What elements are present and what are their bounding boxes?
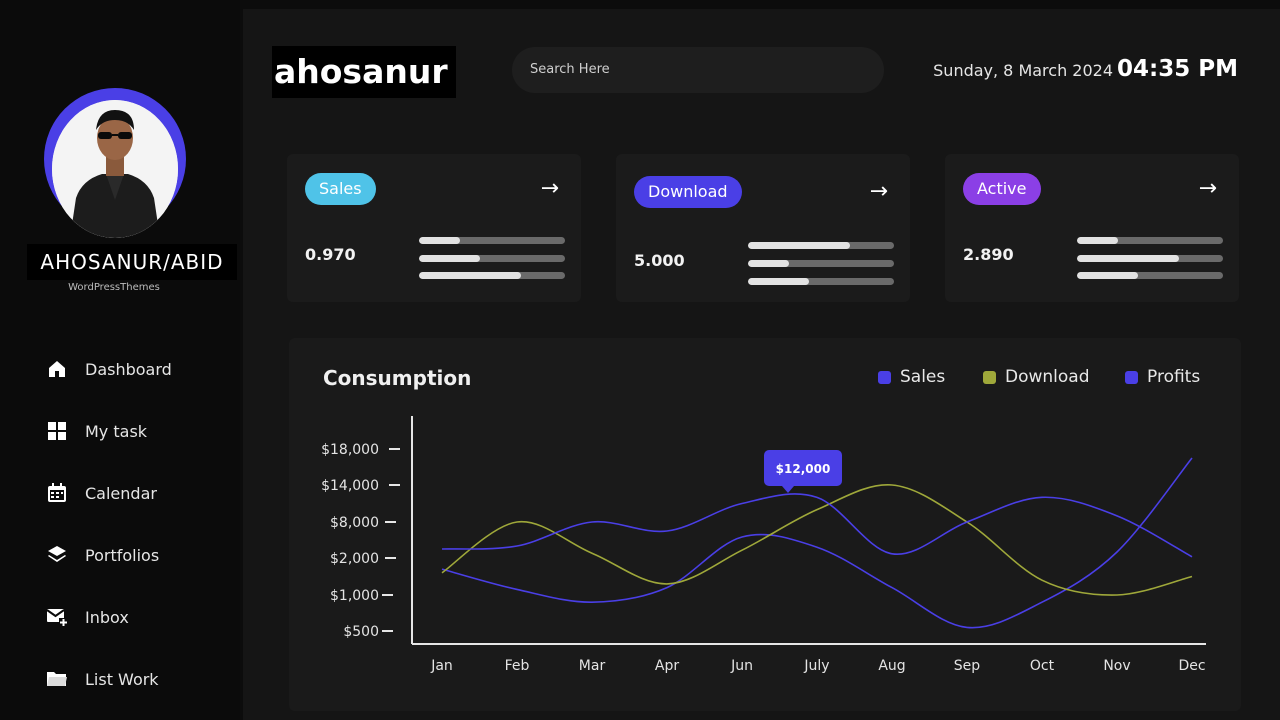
x-tick-label: Nov bbox=[1103, 658, 1130, 674]
progress-bar bbox=[419, 255, 565, 262]
x-tick-label: Dec bbox=[1178, 658, 1205, 674]
grid-icon bbox=[46, 420, 68, 442]
x-tick-label: Apr bbox=[655, 658, 679, 674]
x-tick-label: Jun bbox=[730, 658, 753, 674]
legend-label: Sales bbox=[900, 367, 946, 387]
profits-series-line bbox=[441, 493, 1193, 558]
y-tick-label: $1,000 bbox=[330, 588, 379, 604]
sidebar-item-label: My task bbox=[85, 421, 148, 441]
progress-bar bbox=[419, 237, 565, 244]
x-tick-label: Aug bbox=[878, 658, 905, 674]
y-tick-label: $8,000 bbox=[330, 515, 379, 531]
progress-bar bbox=[1077, 255, 1223, 262]
card-value: 2.890 bbox=[963, 245, 1014, 264]
legend-swatch bbox=[983, 370, 996, 384]
profile-subtitle: WordPressThemes bbox=[68, 282, 160, 293]
stat-card-download[interactable]: Download → 5.000 bbox=[616, 154, 910, 302]
legend-item-download[interactable]: Download bbox=[983, 367, 1090, 387]
folder-icon bbox=[46, 668, 68, 690]
legend-item-sales[interactable]: Sales bbox=[878, 367, 945, 387]
y-tick-label: $14,000 bbox=[321, 478, 379, 494]
x-tick-label: Jan bbox=[430, 658, 453, 674]
progress-bar bbox=[419, 272, 565, 279]
card-value: 5.000 bbox=[634, 251, 685, 270]
person-photo bbox=[52, 100, 178, 238]
sidebar-item-label: List Work bbox=[85, 669, 159, 689]
sidebar-item-label: Dashboard bbox=[85, 359, 172, 379]
legend-swatch bbox=[1125, 370, 1138, 384]
tooltip-box bbox=[764, 450, 842, 486]
sidebar-item-portfolios[interactable]: Portfolios bbox=[46, 542, 159, 568]
progress-bar bbox=[748, 242, 894, 249]
mail-plus-icon bbox=[46, 606, 68, 628]
datetime: Sunday, 8 March 2024 04:35 PM bbox=[933, 56, 1238, 82]
avatar[interactable] bbox=[52, 100, 178, 238]
y-tick-label: $500 bbox=[343, 624, 379, 640]
stat-card-sales[interactable]: Sales → 0.970 bbox=[287, 154, 581, 302]
progress-bar bbox=[1077, 237, 1223, 244]
sidebar-item-dashboard[interactable]: Dashboard bbox=[46, 356, 172, 382]
x-tick-label: Mar bbox=[579, 658, 606, 674]
search-input[interactable]: Search Here bbox=[512, 47, 884, 93]
layers-icon bbox=[46, 544, 68, 566]
x-tick-label: Sep bbox=[954, 658, 981, 674]
legend-label: Profits bbox=[1147, 367, 1201, 387]
sidebar-item-calendar[interactable]: Calendar bbox=[46, 480, 157, 506]
x-tick-label: July bbox=[803, 658, 829, 674]
download-series-line bbox=[441, 484, 1193, 596]
arrow-right-icon[interactable]: → bbox=[1198, 176, 1217, 201]
progress-bar bbox=[748, 260, 894, 267]
current-date: Sunday, 8 March 2024 bbox=[933, 61, 1114, 80]
stat-card-active[interactable]: Active → 2.890 bbox=[945, 154, 1239, 302]
brand-logo[interactable]: ahosanur bbox=[272, 46, 456, 98]
sidebar-item-label: Calendar bbox=[85, 483, 157, 503]
sidebar-item-label: Inbox bbox=[85, 607, 129, 627]
legend-swatch bbox=[878, 370, 891, 384]
arrow-right-icon[interactable]: → bbox=[869, 179, 888, 204]
tooltip-label: $12,000 bbox=[776, 462, 831, 476]
legend-label: Download bbox=[1005, 367, 1090, 387]
x-tick-label: Feb bbox=[505, 658, 530, 674]
active-badge: Active bbox=[963, 173, 1041, 205]
sales-series-line bbox=[441, 457, 1193, 629]
sidebar-item-inbox[interactable]: Inbox bbox=[46, 604, 129, 630]
y-tick-label: $18,000 bbox=[321, 442, 379, 458]
legend-item-profits[interactable]: Profits bbox=[1125, 367, 1200, 387]
profile-name: AHOSANUR/ABID bbox=[27, 244, 237, 280]
chart-title: Consumption bbox=[323, 366, 472, 390]
sidebar-item-my-task[interactable]: My task bbox=[46, 418, 147, 444]
y-tick-label: $2,000 bbox=[330, 551, 379, 567]
consumption-chart-panel: Consumption Sales Download Profits bbox=[289, 338, 1241, 711]
tooltip-pointer bbox=[782, 486, 794, 493]
sidebar-item-label: Portfolios bbox=[85, 545, 160, 565]
progress-bar bbox=[748, 278, 894, 285]
download-badge: Download bbox=[634, 176, 742, 208]
x-tick-label: Oct bbox=[1030, 658, 1055, 674]
home-icon bbox=[46, 358, 68, 380]
current-time: 04:35 PM bbox=[1117, 56, 1238, 82]
progress-bar bbox=[1077, 272, 1223, 279]
arrow-right-icon[interactable]: → bbox=[540, 176, 559, 201]
sales-badge: Sales bbox=[305, 173, 376, 205]
card-value: 0.970 bbox=[305, 245, 356, 264]
sidebar: AHOSANUR/ABID WordPressThemes Dashboard … bbox=[0, 0, 240, 720]
calendar-icon bbox=[46, 482, 68, 504]
sidebar-item-list-work[interactable]: List Work bbox=[46, 666, 159, 692]
